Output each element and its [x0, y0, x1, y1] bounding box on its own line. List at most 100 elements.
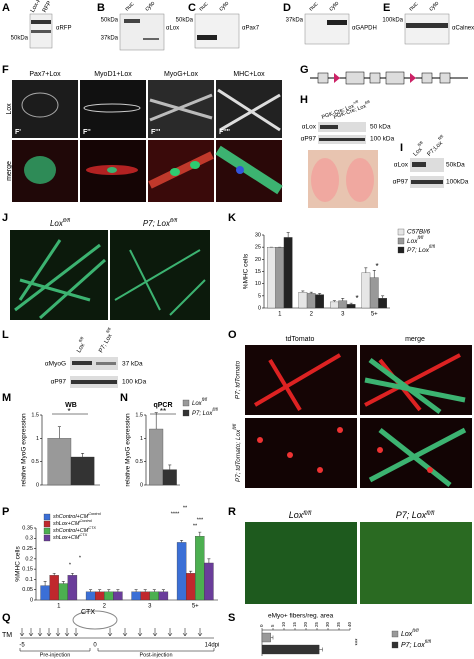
error-bar: [332, 300, 336, 302]
superscript: fl/fl: [417, 140, 424, 147]
error-bar: [309, 291, 313, 294]
y-tick-label: 0.3: [25, 536, 33, 542]
y-tick-label: 1: [140, 436, 143, 442]
superscript: CTX: [79, 533, 87, 537]
text-part: Lox: [401, 631, 413, 638]
y-tick-label: 15: [255, 269, 261, 275]
x-tick-label: 5+: [192, 604, 199, 610]
error-bar: [207, 558, 211, 563]
panel-label: D: [283, 2, 291, 14]
error-bar: [349, 302, 353, 305]
cell: [83, 103, 141, 113]
x-tick-label: 1: [57, 604, 61, 610]
panel-label: G: [300, 64, 309, 76]
text-part: P7; Lox: [98, 333, 113, 354]
error-bar: [61, 581, 65, 584]
label: ***: [197, 517, 204, 523]
x-tick-label: 10: [281, 621, 286, 627]
tm-arrow: [122, 628, 128, 637]
axis-title: relative MyoG expression: [125, 413, 132, 487]
bar: [306, 293, 316, 309]
band: [327, 20, 347, 25]
label: -5: [19, 643, 25, 649]
band: [143, 38, 159, 40]
panel-label: C: [188, 2, 196, 14]
bar: [378, 298, 388, 309]
label: *: [69, 562, 72, 568]
text-part: P7; Lox: [143, 219, 171, 228]
label: cyto: [428, 0, 440, 12]
superscript: fl/fl: [105, 327, 112, 334]
error-bar: [43, 581, 47, 586]
text-part: P7; tdTomato; Lox: [235, 429, 242, 482]
error-bar: [143, 589, 147, 592]
exon: [345, 71, 365, 85]
superscript: fl/fl: [170, 218, 178, 224]
y-tick-label: 20: [255, 257, 261, 263]
bar: [149, 428, 164, 486]
y-tick-label: 10: [255, 281, 261, 287]
label: P7; Loxfl/fl: [143, 218, 178, 228]
legend-label: P7; Loxfl/fl: [192, 407, 219, 416]
bar: [204, 562, 214, 601]
legend-swatch: [43, 534, 51, 542]
label: nuc: [308, 1, 319, 12]
y-tick-label: 0.1: [25, 577, 33, 583]
fiber: [253, 353, 461, 412]
nucleus: [236, 166, 244, 174]
bar: [104, 591, 114, 601]
label: Pax7+Lox: [29, 71, 61, 78]
label: MyoG+Lox: [164, 71, 199, 78]
label: nuc: [124, 1, 135, 12]
blot: [194, 13, 240, 49]
text-part: Lox: [412, 146, 423, 157]
exon: [421, 72, 433, 84]
fiber: [217, 88, 281, 132]
label: Loxfl/fl: [73, 336, 89, 354]
label: 100 kDa: [370, 136, 395, 143]
bar: [275, 247, 285, 309]
tm-arrow: [19, 628, 25, 637]
text-part: shLox+CM: [53, 521, 80, 527]
tm-arrow: [37, 628, 43, 637]
panel-label: Q: [2, 612, 11, 624]
error-bar: [116, 589, 120, 592]
label: 37kDa: [101, 36, 119, 42]
superscript: fl/fl: [426, 510, 435, 517]
y-tick-label: 0: [36, 482, 39, 488]
bar: [149, 591, 160, 601]
label: cyto: [144, 0, 156, 12]
band: [411, 180, 443, 184]
legend-swatch: [182, 399, 190, 407]
y-tick-label: 0.5: [135, 459, 143, 465]
label: merge: [6, 161, 13, 181]
error-bar: [152, 589, 156, 592]
blot: [318, 122, 366, 132]
label: CTX: [81, 609, 95, 616]
error-bar: [134, 589, 138, 592]
nucleus: [107, 167, 117, 173]
label: F''': [151, 129, 161, 136]
label: Loxfl/fl: [410, 140, 427, 157]
error-bar: [270, 635, 274, 640]
panel-label: M: [2, 392, 11, 404]
tm-arrow: [137, 628, 143, 637]
bar: [113, 591, 123, 601]
label: tdTomato: [286, 336, 315, 343]
error-bar: [70, 572, 74, 576]
bar: [70, 456, 95, 486]
band: [72, 361, 92, 365]
bar: [338, 300, 348, 309]
superscript: fl/fl: [303, 510, 312, 517]
x-tick-label: 5: [270, 624, 275, 627]
panel-label: P: [2, 506, 9, 518]
fiber: [215, 145, 283, 195]
superscript: fl/fl: [429, 244, 436, 249]
panel-label: K: [228, 212, 236, 224]
blot: [304, 13, 350, 45]
bar: [346, 304, 356, 309]
superscript: fl/fl: [78, 336, 85, 343]
y-tick-label: 5: [258, 293, 261, 299]
text-part: Lox: [289, 510, 304, 520]
error-bar: [154, 412, 158, 429]
